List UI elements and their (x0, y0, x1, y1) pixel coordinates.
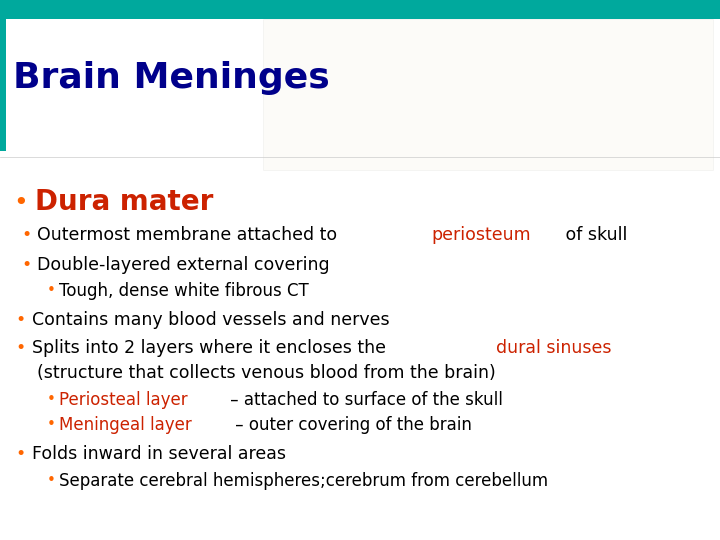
Text: Periosteal layer: Periosteal layer (59, 390, 188, 409)
Text: •: • (22, 226, 32, 244)
FancyBboxPatch shape (263, 19, 713, 170)
Text: – attached to surface of the skull: – attached to surface of the skull (225, 390, 503, 409)
Text: Folds inward in several areas: Folds inward in several areas (32, 444, 286, 463)
Text: Brain Meninges: Brain Meninges (13, 62, 330, 95)
Text: dural sinuses: dural sinuses (495, 339, 611, 357)
Text: Tough, dense white fibrous CT: Tough, dense white fibrous CT (59, 281, 309, 300)
Text: Double-layered external covering: Double-layered external covering (37, 255, 330, 274)
FancyBboxPatch shape (0, 0, 720, 19)
Text: (structure that collects venous blood from the brain): (structure that collects venous blood fr… (37, 363, 496, 382)
FancyBboxPatch shape (0, 19, 6, 151)
Text: Outermost membrane attached to: Outermost membrane attached to (37, 226, 343, 244)
Text: Contains many blood vessels and nerves: Contains many blood vessels and nerves (32, 310, 390, 329)
Text: •: • (16, 310, 26, 329)
Text: •: • (16, 339, 26, 357)
Text: •: • (47, 392, 55, 407)
Text: of skull: of skull (560, 226, 628, 244)
Text: Separate cerebral hemispheres;cerebrum from cerebellum: Separate cerebral hemispheres;cerebrum f… (59, 471, 548, 490)
Text: periosteum: periosteum (432, 226, 531, 244)
Text: •: • (13, 191, 27, 214)
Text: •: • (22, 255, 32, 274)
Text: •: • (47, 283, 55, 298)
Text: •: • (16, 444, 26, 463)
Text: •: • (47, 473, 55, 488)
Text: Splits into 2 layers where it encloses the: Splits into 2 layers where it encloses t… (32, 339, 391, 357)
Text: Dura mater: Dura mater (35, 188, 213, 217)
Text: •: • (47, 417, 55, 433)
Text: – outer covering of the brain: – outer covering of the brain (230, 416, 472, 434)
Text: Meningeal layer: Meningeal layer (59, 416, 192, 434)
